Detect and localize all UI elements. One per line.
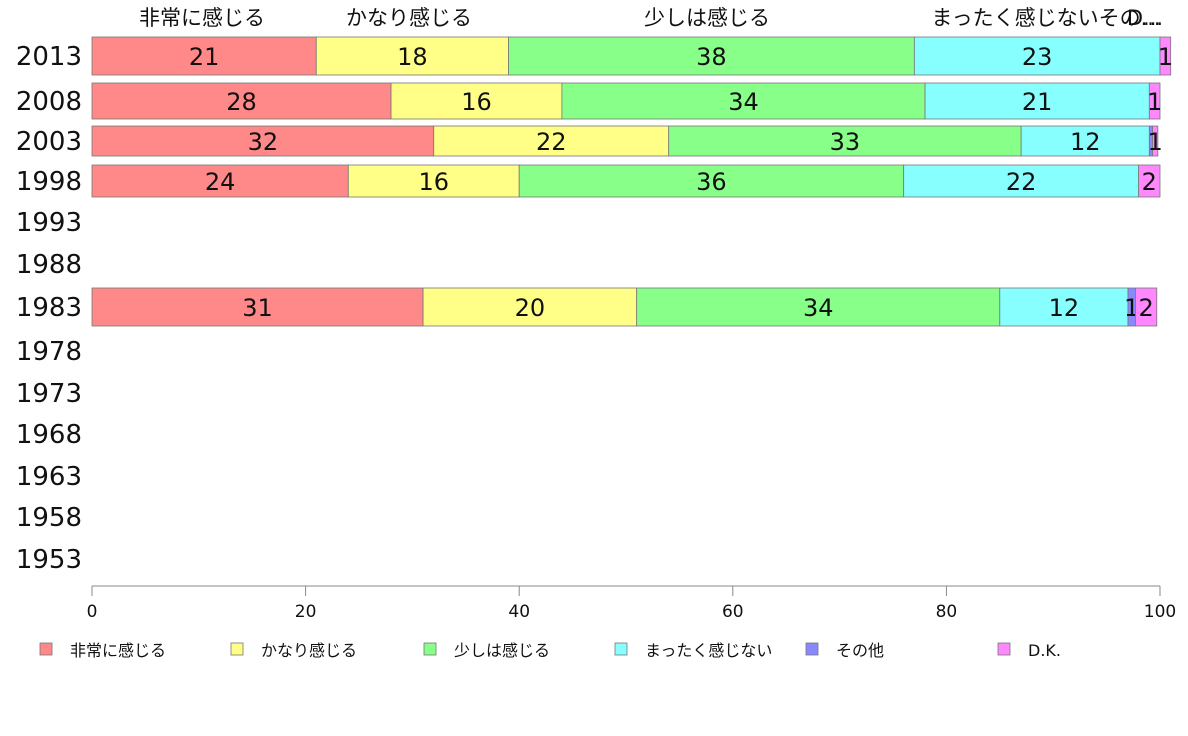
x-tick-label: 0 [87,602,98,622]
year-label: 1963 [16,462,82,492]
legend-label: かなり感じる [261,641,357,660]
bar-value-label: 12 [1049,294,1080,322]
year-label: 1958 [16,503,82,533]
year-label: 1978 [16,337,82,367]
legend-swatch [230,642,244,656]
bar-segment [1152,125,1159,157]
bar-value-label: 28 [226,88,257,116]
year-label: 2013 [16,42,82,72]
bar-segment [1148,82,1161,120]
top-label: 少しは感じる [644,6,770,30]
legend-label: まったく感じない [645,641,772,660]
year-label: 1968 [16,420,82,450]
bar-value-label: 34 [803,294,834,322]
legend-swatch [39,642,53,656]
bar-segment [1135,287,1158,327]
bar-segment [91,125,435,157]
bar-value-label: 21 [189,43,220,71]
bar-value-label: 1 [1158,43,1173,71]
bar-segment [91,164,349,198]
bar-value-label: 24 [205,168,236,196]
bar-value-label: 36 [696,168,727,196]
top-label: 非常に感じる [139,6,265,30]
x-tick-label: 80 [936,602,958,622]
x-tick-label: 100 [1144,602,1176,622]
bar-segment [518,164,905,198]
bar-value-label: 2 [1138,294,1153,322]
bar-segment [91,36,317,76]
top-label: D... [1127,6,1163,30]
legend-label: 少しは感じる [454,641,550,660]
bar-value-label: 18 [397,43,428,71]
bar-segment [91,82,392,120]
bar-value-label: 21 [1022,88,1053,116]
legend-swatch [997,642,1011,656]
year-label: 1993 [16,208,82,238]
top-label: まったく感じないその... [931,6,1160,30]
bar-segment [433,125,670,157]
bar-segment [561,82,926,120]
legend-label: 非常に感じる [70,641,166,660]
bar-value-label: 1 [1147,88,1162,116]
bar-segment [508,36,915,76]
legend-swatch [423,642,437,656]
bar-segment [1020,125,1150,157]
year-label: 2008 [16,87,82,117]
x-tick-label: 60 [722,602,744,622]
year-label: 1953 [16,545,82,575]
bar-value-label: 31 [242,294,273,322]
bar-segment [924,82,1150,120]
legend-swatch [614,642,628,656]
bar-segment [315,36,509,76]
bar-segment [91,287,424,327]
x-tick-label: 40 [508,602,530,622]
bar-segment [347,164,520,198]
bar-value-label: 2 [1142,168,1157,196]
year-label: 1983 [16,293,82,323]
x-tick-label: 20 [295,602,317,622]
legend: 非常に感じる かなり感じる 少しは感じる まったく感じない その他 D.K. [39,641,1061,660]
bar-value-label: 16 [418,168,449,196]
year-labels: 2013 2008 2003 1998 1993 1988 1983 1978 1973 1968… [16,42,82,575]
bar-segment [913,36,1161,76]
bar-segment [390,82,563,120]
year-label: 2003 [16,127,82,157]
bar-segment [636,287,1001,327]
bar-value-label: 23 [1022,43,1053,71]
bar-value-label: 22 [1006,168,1037,196]
bar-segment [999,287,1129,327]
bar-segment [668,125,1022,157]
legend-label: その他 [836,641,884,660]
x-axis: 0 20 40 60 80 100 [87,585,1176,622]
bar-value-label: 22 [536,128,567,156]
bars: 21 18 38 23 128 16 34 21 132 22 33 12 124 16 36 22 231 20… [91,36,1173,327]
bar-segment [422,287,638,327]
year-label: 1988 [16,250,82,280]
year-label: 1998 [16,167,82,197]
bar-value-label: 20 [515,294,546,322]
legend-label: D.K. [1028,641,1061,660]
year-label: 1973 [16,379,82,409]
bar-segment [1138,164,1161,198]
bar-value-label: 16 [461,88,492,116]
bar-value-label: 12 [1070,128,1101,156]
bar-segment [903,164,1140,198]
bar-segment [1159,36,1172,76]
bar-value-label: 33 [830,128,861,156]
bar-value-label: 1 [1148,128,1163,156]
bar-value-label: 38 [696,43,727,71]
legend-swatch [805,642,819,656]
bar-value-label: 32 [248,128,279,156]
bar-value-label: 34 [728,88,759,116]
top-label: かなり感じる [346,6,472,30]
top-category-labels: 非常に感じる かなり感じる 少しは感じる まったく感じないその...D... [139,6,1163,30]
